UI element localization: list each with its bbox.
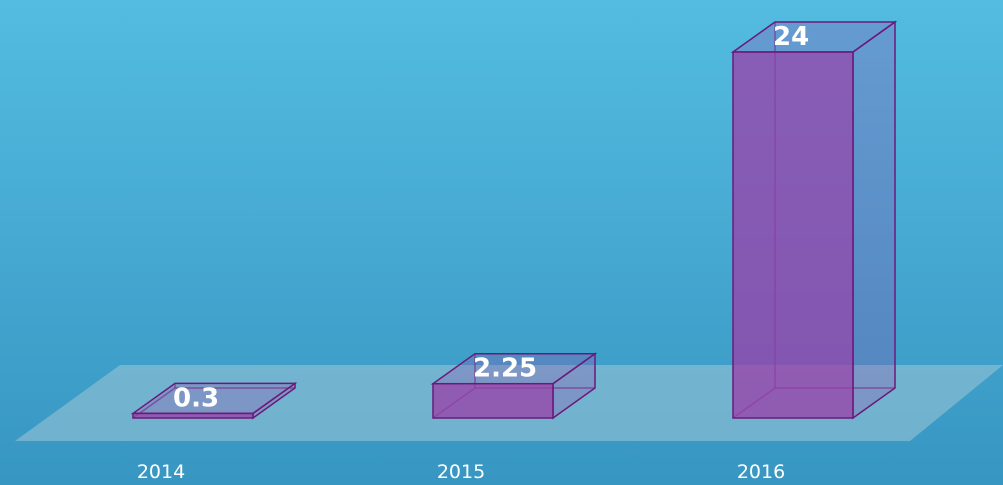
bar [132,412,254,419]
bar-side [852,20,896,420]
x-tick-label: 2016 [737,461,785,483]
data-label: 24 [773,22,809,52]
x-tick-label: 2014 [137,461,185,483]
data-label: 0.3 [173,383,219,413]
x-tick-label: 2015 [437,461,485,483]
data-label: 2.25 [473,354,537,384]
bar-back-edge [132,387,295,419]
bar [732,51,854,419]
bar [432,382,554,419]
